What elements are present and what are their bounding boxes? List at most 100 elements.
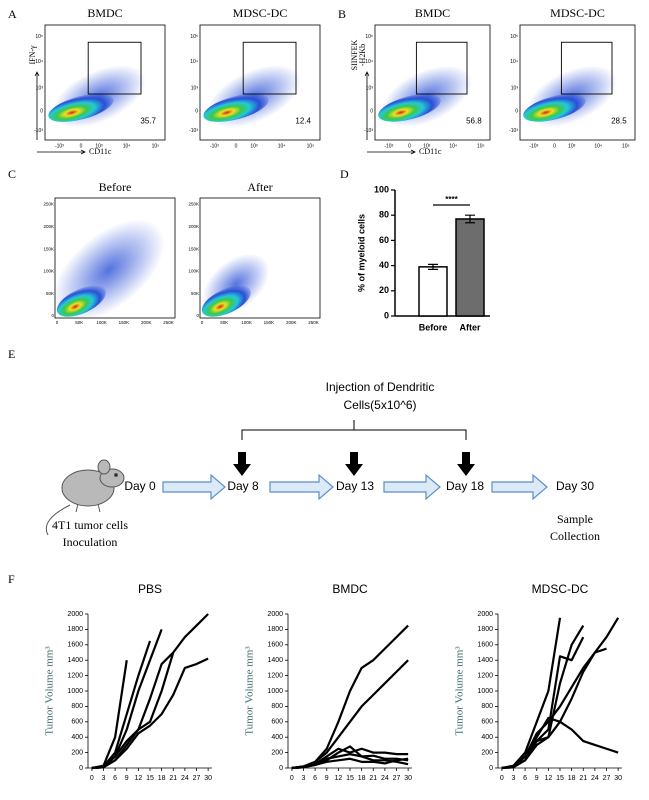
x-tick-label: -10³ — [384, 143, 393, 149]
x-tick-label: 0 — [90, 775, 94, 782]
day-label: Day 8 — [227, 479, 259, 493]
x-tick-label: 6 — [523, 775, 527, 782]
x-tick-label: 200K — [286, 320, 297, 325]
y-tick-label: 250K — [43, 202, 54, 207]
x-label: CD11c — [419, 147, 442, 156]
chart-title: BMDC — [332, 582, 368, 596]
x-tick-label: 0 — [553, 143, 556, 149]
y-tick-label: 10³ — [366, 86, 374, 92]
series-line — [501, 624, 585, 770]
injection-arrow — [345, 452, 363, 476]
y-tick-label: 1000 — [267, 688, 283, 695]
x-tick-label: 100K — [241, 320, 252, 325]
y-tick-label: 400 — [271, 734, 283, 741]
y-tick-label: 50K — [46, 291, 54, 296]
x-tick-label: 15 — [346, 775, 354, 782]
x-tick-label: 10⁵ — [477, 143, 485, 149]
x-tick-label: 18 — [358, 775, 366, 782]
mouse-icon — [45, 459, 125, 536]
chart-title: MDSC-DC — [532, 582, 589, 596]
x-tick-label: 6 — [113, 775, 117, 782]
start-label: 4T1 tumor cells — [52, 518, 128, 532]
y-tick-label: 80 — [379, 210, 389, 220]
y-tick-label: 0 — [79, 765, 83, 772]
y-tick-label: 150K — [188, 246, 199, 251]
x-tick-label: 10⁴ — [449, 143, 457, 149]
injection-label: Cells(5x10^6) — [344, 398, 417, 412]
error-bar — [428, 263, 438, 270]
day-label: Day 30 — [556, 479, 594, 493]
x-tick-label: 24 — [381, 775, 389, 782]
density-cloud — [48, 65, 146, 128]
y-tick-label: 1400 — [477, 657, 493, 664]
y-tick-label: 800 — [271, 703, 283, 710]
plot-title: Before — [99, 180, 132, 194]
y-tick-label: 10³ — [36, 86, 44, 92]
x-tick-label: 0 — [80, 143, 83, 149]
y-tick-label: 1200 — [267, 672, 283, 679]
x-tick-label: -10³ — [529, 143, 538, 149]
y-tick-label: 1400 — [67, 657, 83, 664]
y-tick-label: 100K — [188, 269, 199, 274]
day-label: Day 0 — [124, 479, 156, 493]
density-core — [201, 285, 251, 317]
x-tick-label: 250K — [308, 320, 319, 325]
x-tick-label: 10⁴ — [594, 143, 602, 149]
x-tick-label: 10³ — [423, 143, 431, 149]
error-bar — [465, 214, 475, 224]
gate — [415, 41, 468, 95]
x-tick-label: 3 — [512, 775, 516, 782]
y-tick-label: 150K — [43, 246, 54, 251]
x-tick-label: 21 — [579, 775, 587, 782]
series-line — [91, 613, 209, 770]
y-tick-label: 0 — [489, 765, 493, 772]
x-tick-label: -10³ — [55, 143, 64, 149]
injection-arrow — [233, 452, 251, 476]
x-tick-label: 30 — [404, 775, 412, 782]
x-tick-label: 9 — [535, 775, 539, 782]
y-tick-label: 600 — [71, 719, 83, 726]
x-tick-label: 50K — [75, 320, 83, 325]
panel-label: B — [338, 7, 346, 21]
y-tick-label: 1600 — [67, 642, 83, 649]
panel-label: D — [340, 167, 349, 181]
x-tick-label: 250K — [163, 320, 174, 325]
y-tick-label: 100 — [374, 184, 389, 194]
plot-title: MDSC-DC — [550, 6, 605, 20]
y-tick-label: 800 — [71, 703, 83, 710]
gate-value: 56.8 — [466, 117, 482, 126]
gate-value: 12.4 — [295, 117, 311, 126]
x-tick-label: 6 — [313, 775, 317, 782]
y-tick-label: 600 — [481, 719, 493, 726]
y-tick-label: -10³ — [189, 128, 198, 134]
y-tick-label: 10⁴ — [190, 59, 198, 65]
y-tick-label: 200 — [271, 749, 283, 756]
y-tick-label: 60 — [379, 235, 389, 245]
x-tick-label: 24 — [181, 775, 189, 782]
series-line — [501, 636, 585, 770]
x-tick-label: 21 — [169, 775, 177, 782]
y-tick-label: 200 — [481, 749, 493, 756]
flow-arrow — [383, 473, 441, 501]
y-tick-label: 20 — [379, 285, 389, 295]
density-core — [48, 93, 114, 122]
y-tick-label: 1800 — [267, 626, 283, 633]
x-tick-label: 21 — [369, 775, 377, 782]
axis-arrow — [364, 71, 416, 155]
y-tick-label: 10⁴ — [365, 59, 373, 65]
y-label: IFN-γ — [28, 45, 37, 65]
y-tick-label: 1000 — [67, 688, 83, 695]
start-label: Inoculation — [63, 535, 118, 549]
x-tick-label: 10⁵ — [622, 143, 630, 149]
density-core — [56, 285, 106, 317]
y-tick-label: 0 — [279, 765, 283, 772]
x-tick-label: 30 — [204, 775, 212, 782]
y-tick-label: 200K — [188, 224, 199, 229]
density-core — [203, 93, 269, 122]
x-tick-label: 12 — [544, 775, 552, 782]
density-cloud — [523, 65, 617, 127]
y-tick-label: 10⁵ — [365, 34, 373, 40]
y-tick-label: 1200 — [67, 672, 83, 679]
x-tick-label: 0 — [235, 143, 238, 149]
x-tick-label: -10³ — [210, 143, 219, 149]
